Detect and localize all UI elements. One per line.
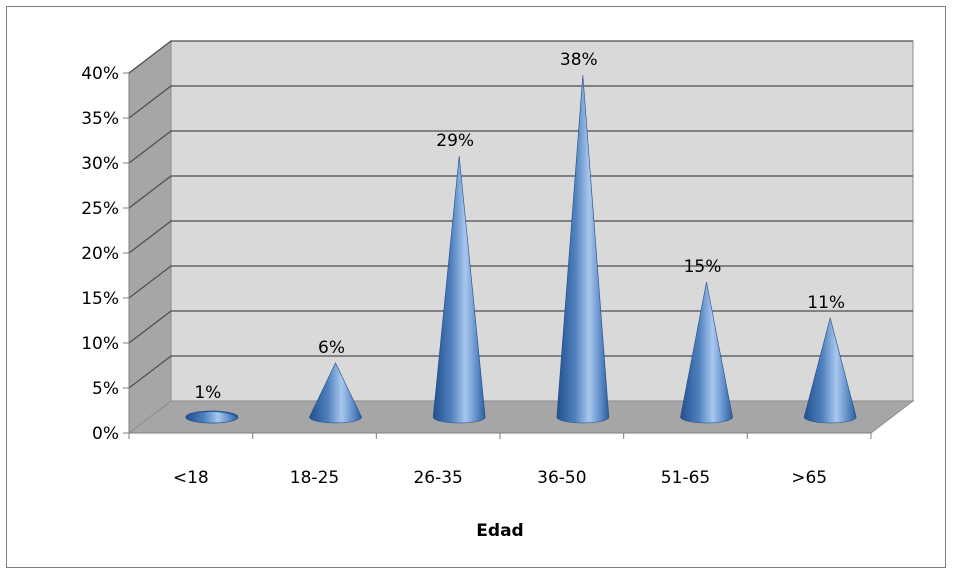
data-label: 15%	[684, 257, 722, 277]
chart-svg: 0% 5% 10% 15% 20% 25% 30% 35% 40% <18 18-25 26-35 3…	[81, 39, 915, 541]
x-axis: <18 18-25 26-35 36-50 51-65 >65	[128, 432, 872, 488]
gridline	[128, 220, 913, 254]
cone-body	[432, 155, 486, 424]
gridline	[128, 85, 913, 119]
cone-body	[309, 362, 362, 424]
x-tick-label: <18	[173, 468, 209, 488]
y-axis: 0% 5% 10% 15% 20% 25% 30% 35% 40%	[81, 64, 130, 444]
data-labels: 1% 6% 29% 38% 15% 11%	[194, 50, 845, 403]
gridline	[128, 265, 913, 299]
x-tick-label: 51-65	[661, 468, 710, 488]
x-tick-label: 18-25	[290, 468, 339, 488]
x-axis-title: Edad	[476, 521, 523, 541]
y-tick-label: 5%	[92, 379, 119, 399]
data-label: 6%	[318, 338, 345, 358]
cone-body	[680, 281, 733, 424]
y-tick-label: 15%	[81, 289, 119, 309]
chart-walls	[127, 39, 915, 435]
gridline	[128, 310, 913, 344]
cone-2	[432, 155, 486, 424]
floor	[127, 400, 915, 434]
data-label: 29%	[436, 131, 474, 151]
data-label: 38%	[560, 50, 598, 70]
cone-body	[803, 316, 857, 424]
y-tick-label: 35%	[81, 109, 119, 129]
y-tick-label: 25%	[81, 199, 119, 219]
gridline	[128, 355, 913, 389]
cone-5	[803, 316, 857, 424]
gridline	[128, 130, 913, 164]
cone-body	[185, 411, 239, 424]
cone-series	[185, 74, 857, 424]
data-label: 11%	[807, 293, 845, 313]
y-tick-label: 0%	[92, 424, 119, 444]
y-tick-label: 30%	[81, 154, 119, 174]
chart-frame: 0% 5% 10% 15% 20% 25% 30% 35% 40% <18 18-25 26-35 3…	[6, 6, 946, 568]
cone-4	[680, 281, 733, 424]
y-tick-label: 10%	[81, 334, 119, 354]
x-tick-label: 26-35	[413, 468, 462, 488]
cone-3	[556, 74, 610, 424]
x-tick-label: >65	[791, 468, 827, 488]
cone-0	[185, 410, 239, 424]
cone-body	[556, 74, 610, 424]
gridline	[128, 40, 913, 74]
gridline	[128, 175, 913, 209]
y-tick-label: 20%	[81, 244, 119, 264]
data-label: 1%	[194, 383, 221, 403]
cone-1	[309, 362, 362, 424]
x-tick-label: 36-50	[537, 468, 586, 488]
gridlines	[128, 40, 913, 389]
y-tick-label: 40%	[81, 64, 119, 84]
